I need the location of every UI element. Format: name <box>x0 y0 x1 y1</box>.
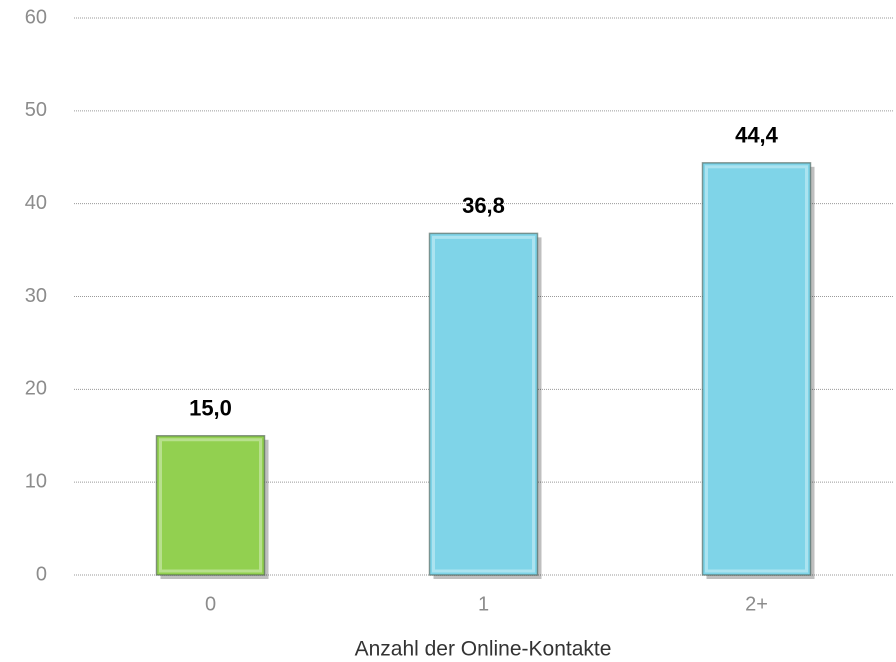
x-tick-label: 2+ <box>745 593 768 615</box>
y-tick-label: 10 <box>25 470 47 492</box>
y-tick-label: 60 <box>25 6 47 28</box>
y-tick-label: 30 <box>25 285 47 307</box>
y-tick-label: 20 <box>25 378 47 400</box>
value-label: 44,4 <box>735 123 779 148</box>
y-tick-label: 0 <box>36 563 47 585</box>
x-axis-label: Anzahl der Online-Kontakte <box>355 638 612 661</box>
y-tick-label: 40 <box>25 192 47 214</box>
x-tick-label: 1 <box>478 593 489 615</box>
x-tick-label: 0 <box>205 593 216 615</box>
value-label: 36,8 <box>462 193 505 218</box>
bar <box>428 232 539 576</box>
bar-bevel <box>159 438 262 573</box>
value-label: 15,0 <box>189 396 232 421</box>
bar-bevel <box>432 235 535 573</box>
y-tick-label: 50 <box>25 99 47 121</box>
bar-bevel <box>705 165 808 573</box>
bar <box>155 435 266 576</box>
bar <box>701 162 812 576</box>
